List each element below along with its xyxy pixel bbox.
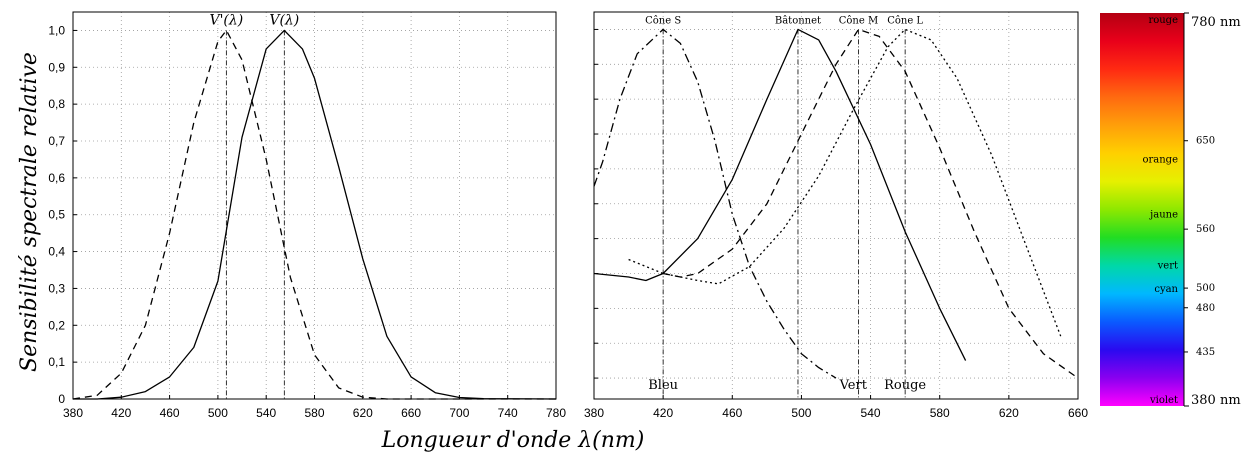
right-bottom-label: Rouge: [884, 378, 926, 393]
left-labels: V'(λ) V(λ): [209, 12, 299, 28]
y-axis-title: Sensibilité spectrale relative: [17, 52, 42, 372]
right-bottom-label: Bleu: [648, 378, 678, 393]
left-y-tick-label: 0,8: [48, 97, 65, 111]
right-x-tick-label: 460: [722, 406, 742, 420]
spectrum-legend: 780 nm 380 nm rouge orange jaune vert cyan vi…: [1100, 12, 1241, 408]
left-series-v-line: [73, 29, 557, 400]
right-series-label: Cône L: [887, 15, 923, 26]
spectrum-tick-label: 500: [1196, 283, 1215, 294]
right-series-label: Bâtonnet: [775, 15, 821, 26]
spectrum-tick-label: 650: [1196, 136, 1215, 147]
left-series-v-line: [72, 29, 556, 400]
left-x-tick-label: 540: [256, 406, 276, 420]
spectrum-tick-label: 480: [1196, 303, 1215, 314]
right-x-tick-label: 580: [930, 406, 950, 420]
right-labels: Cône S Bâtonnet Cône M Cône L Bleu Vert Rouge: [645, 15, 926, 393]
left-y-tick-label: 0: [58, 392, 65, 406]
spectrum-color-name: violet: [1149, 395, 1178, 406]
spectrum-color-name: orange: [1142, 154, 1178, 165]
spectrum-top-label: 780 nm: [1191, 15, 1241, 30]
spectrum-color-name: jaune: [1149, 209, 1178, 220]
right-bottom-label: Vert: [839, 378, 868, 393]
left-x-tick-label: 700: [449, 406, 469, 420]
right-x-tick-label: 380: [584, 406, 604, 420]
right-x-tick-label: 540: [861, 406, 881, 420]
spectrum-bottom-label: 380 nm: [1191, 393, 1241, 408]
left-y-tick-label: 0,1: [48, 355, 65, 369]
left-y-tick-label: 0,4: [48, 245, 65, 259]
right-series-label: Cône M: [839, 15, 878, 26]
left-x-tick-label: 620: [353, 406, 373, 420]
left-series-label: V'(λ): [209, 12, 243, 28]
left-x-tick-label: 420: [111, 406, 131, 420]
left-y-tick-label: 1,0: [48, 23, 65, 37]
left-series-label: V(λ): [269, 12, 299, 28]
left-chart: 380 420 460 500 540 580 620 660 700 740 780 0 0,1 0,2…: [48, 11, 566, 420]
left-x-tick-label: 780: [546, 406, 566, 420]
left-y-tick-label: 0,9: [48, 60, 65, 74]
left-x-tick-label: 740: [498, 406, 518, 420]
right-series-c-ne-l-line: [628, 28, 1062, 337]
right-series-b-tonnet-line: [593, 28, 967, 361]
spectrum-ticks: 650 560 500 480 435: [1184, 136, 1215, 358]
right-plot-frame: [593, 11, 1079, 400]
left-y-tick-label: 0,5: [48, 208, 65, 222]
left-x-tick-label: 380: [63, 406, 83, 420]
right-chart: 380 420 460 500 540 580 620 660 Cône S Bâtonnet C…: [584, 11, 1088, 420]
spectrum-bar: [1100, 13, 1184, 406]
spectrum-color-name: rouge: [1148, 15, 1178, 26]
right-series-c-ne-m-line: [662, 28, 1079, 379]
left-ticks: 380 420 460 500 540 580 620 660 700 740 780 0 0,1 0,2…: [48, 23, 566, 420]
x-axis-title: Longueur d'onde λ(nm): [381, 428, 645, 453]
right-series-label: Cône S: [645, 15, 681, 26]
spectrum-color-names: rouge orange jaune vert cyan violet: [1142, 15, 1178, 406]
spectrum-color-name: cyan: [1154, 284, 1178, 295]
right-ticks: 380 420 460 500 540 580 620 660: [584, 28, 1088, 420]
spectrum-tick-label: 435: [1196, 347, 1215, 358]
left-x-tick-label: 660: [401, 406, 421, 420]
left-x-tick-label: 580: [304, 406, 324, 420]
left-y-tick-label: 0,6: [48, 171, 65, 185]
spectrum-tick-label: 560: [1196, 224, 1215, 235]
right-x-tick-label: 500: [791, 406, 811, 420]
left-y-tick-label: 0,2: [48, 318, 65, 332]
left-y-tick-label: 0,7: [48, 134, 65, 148]
right-series: [593, 28, 1079, 399]
left-y-tick-label: 0,3: [48, 281, 65, 295]
right-x-tick-label: 420: [653, 406, 673, 420]
left-grid: [73, 12, 556, 399]
left-series: [72, 29, 557, 400]
right-x-tick-label: 620: [999, 406, 1019, 420]
left-x-tick-label: 460: [160, 406, 180, 420]
left-x-tick-label: 500: [208, 406, 228, 420]
right-x-tick-label: 660: [1068, 406, 1088, 420]
spectrum-color-name: vert: [1157, 261, 1178, 272]
